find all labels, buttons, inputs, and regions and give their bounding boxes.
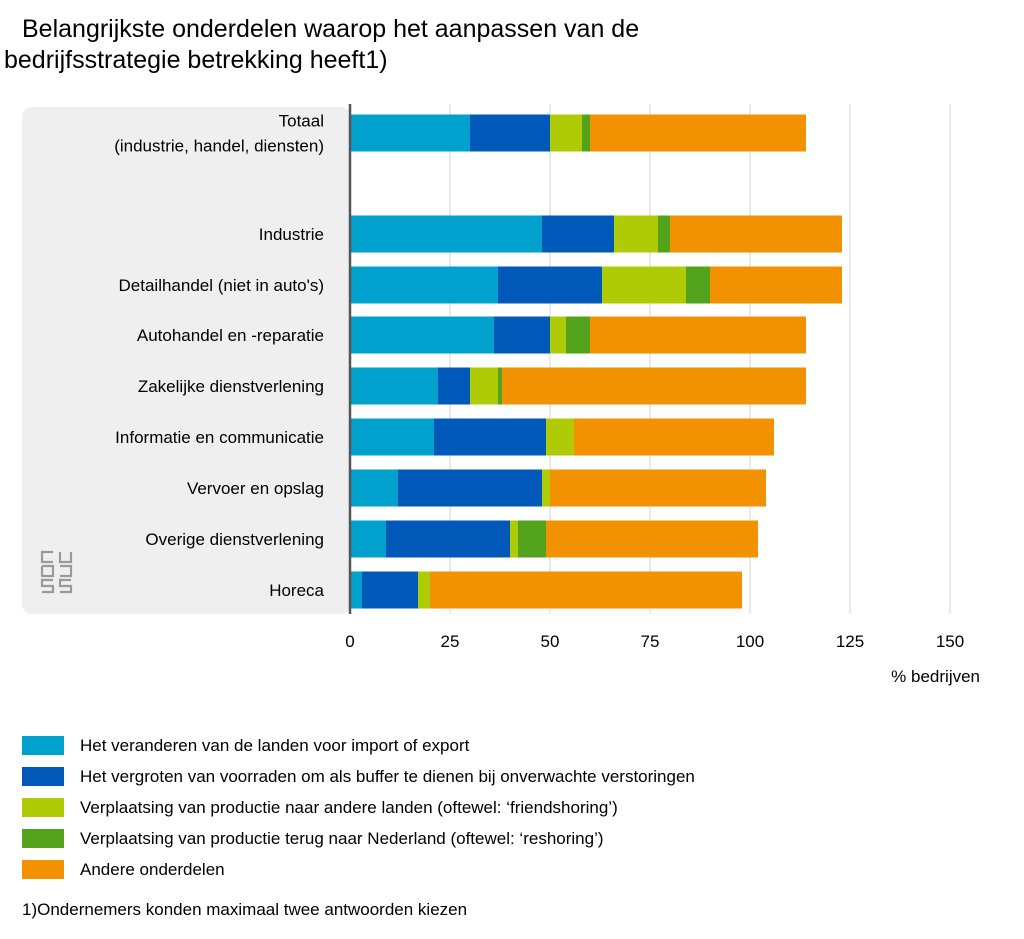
bar-segment [494, 316, 550, 354]
legend-item: Verplaatsing van productie terug naar Ne… [22, 823, 695, 854]
bar-segment [546, 418, 574, 456]
bar-segment [566, 316, 590, 354]
bar-segment [590, 114, 806, 152]
bar-segment [498, 266, 602, 304]
bar-segment [710, 266, 842, 304]
category-label: Horeca [269, 581, 324, 600]
bar-segment [350, 215, 542, 253]
bar-segment [434, 418, 546, 456]
bar-segment [574, 418, 774, 456]
bar-segment [518, 520, 546, 558]
category-label: (industrie, handel, diensten) [114, 137, 324, 156]
legend-swatch [22, 860, 64, 879]
legend-item: Het veranderen van de landen voor import… [22, 730, 695, 761]
bar-segment [686, 266, 710, 304]
bar-segment [590, 316, 806, 354]
bar-segment [470, 114, 550, 152]
legend: Het veranderen van de landen voor import… [22, 730, 695, 885]
bar-segment [550, 114, 582, 152]
bar-segment [550, 316, 566, 354]
bar-segment [542, 215, 614, 253]
bar-segment [350, 114, 470, 152]
category-label: Overige dienstverlening [145, 530, 324, 549]
bar-segment [350, 316, 494, 354]
x-tick-label: 25 [441, 632, 460, 651]
bar-segment [510, 520, 518, 558]
footnote: 1)Ondernemers konden maximaal twee antwo… [22, 900, 468, 919]
bar-segment [550, 469, 766, 507]
bar-segment [398, 469, 542, 507]
legend-item: Andere onderdelen [22, 854, 695, 885]
bar-segment [582, 114, 590, 152]
legend-label: Andere onderdelen [80, 859, 225, 879]
chart-title-line-1: Belangrijkste onderdelen waarop het aanp… [22, 15, 640, 43]
bar-segment [658, 215, 670, 253]
category-label: Zakelijke dienstverlening [138, 377, 324, 396]
legend-label: Verplaatsing van productie naar andere l… [80, 797, 618, 817]
legend-label: Verplaatsing van productie terug naar Ne… [80, 828, 604, 848]
bar-segment [542, 469, 550, 507]
bar-segment [430, 571, 742, 609]
bar-segment [418, 571, 430, 609]
bar-segment [614, 215, 658, 253]
bar-segment [502, 367, 806, 405]
category-label: Totaal [279, 112, 324, 131]
bar-segment [350, 571, 362, 609]
x-tick-label: 100 [736, 632, 764, 651]
x-tick-label: 75 [641, 632, 660, 651]
legend-swatch [22, 829, 64, 848]
legend-swatch [22, 736, 64, 755]
x-tick-label: 150 [936, 632, 964, 651]
bar-segment [386, 520, 510, 558]
bar-segment [546, 520, 758, 558]
bar-segment [350, 520, 386, 558]
chart-title-line-2: bedrijfsstrategie betrekking heeft1) [4, 46, 388, 74]
bar-segment [350, 367, 438, 405]
category-label: Detailhandel (niet in auto's) [119, 276, 324, 295]
x-tick-label: 0 [345, 632, 354, 651]
bar-segment [350, 266, 498, 304]
x-axis-label: % bedrijven [891, 667, 980, 686]
bar-segment [498, 367, 502, 405]
legend-swatch [22, 767, 64, 786]
bar-segment [350, 469, 398, 507]
legend-label: Het veranderen van de landen voor import… [80, 735, 470, 755]
x-tick-label: 125 [836, 632, 864, 651]
chart-title: Belangrijkste onderdelen waarop het aanp… [4, 14, 904, 76]
category-label: Vervoer en opslag [187, 479, 324, 498]
legend-swatch [22, 798, 64, 817]
category-label: Informatie en communicatie [115, 428, 324, 447]
legend-item: Het vergroten van voorraden om als buffe… [22, 761, 695, 792]
x-tick-label: 50 [541, 632, 560, 651]
bar-segment [470, 367, 498, 405]
cbs-logo-icon [40, 550, 73, 594]
legend-item: Verplaatsing van productie naar andere l… [22, 792, 695, 823]
category-label: Industrie [259, 225, 324, 244]
bar-segment [438, 367, 470, 405]
bar-segment [670, 215, 842, 253]
bar-segment [350, 418, 434, 456]
legend-label: Het vergroten van voorraden om als buffe… [80, 766, 695, 786]
bar-segment [362, 571, 418, 609]
bar-segment [602, 266, 686, 304]
stacked-bar-chart: Totaal (industrie, handel, diensten) Indus… [22, 104, 980, 686]
category-panel [22, 107, 351, 614]
category-label: Autohandel en -reparatie [137, 326, 324, 345]
